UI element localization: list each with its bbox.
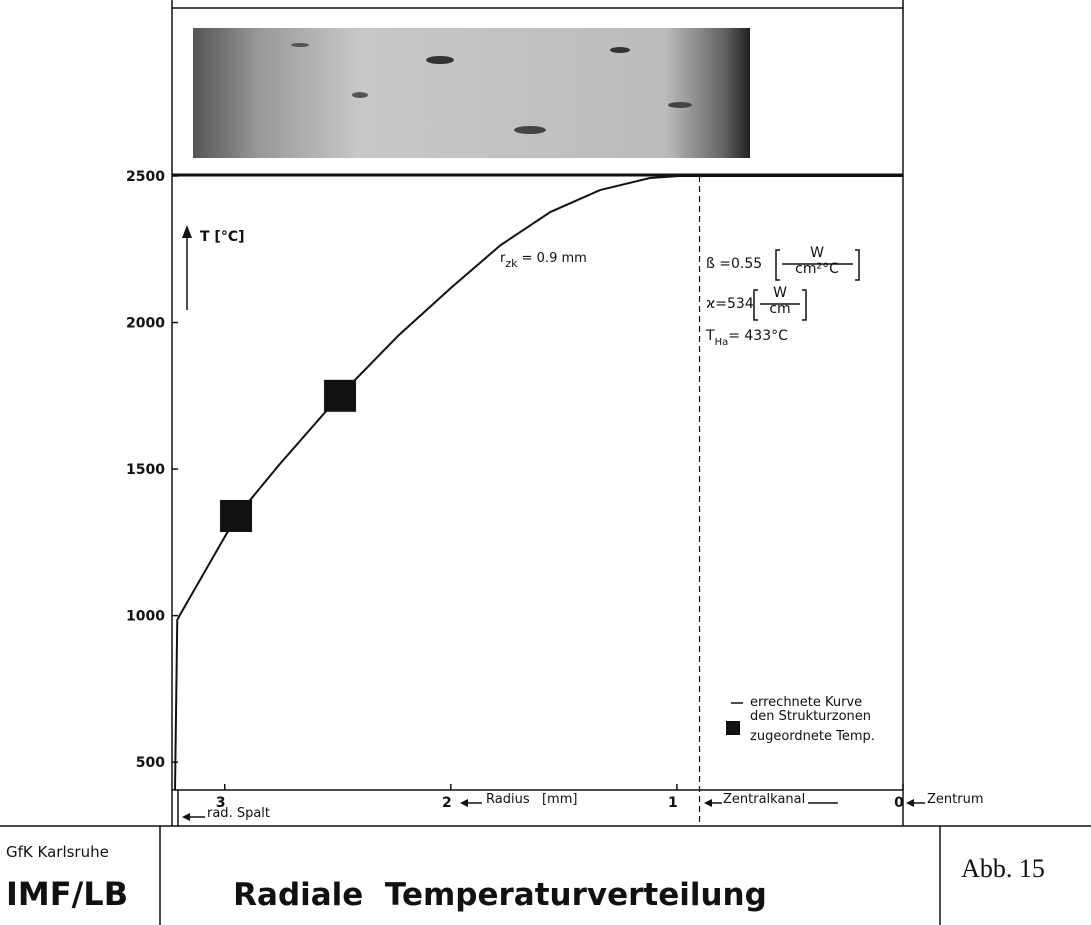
annotation: rzk = 0.9 mm <box>500 251 587 270</box>
y-tick-label: 2500 <box>126 169 165 185</box>
unit: W <box>810 245 824 261</box>
x-axis-notes: rad. Spalt Radius [mm] Zentralkanal Zent… <box>182 792 984 821</box>
x-tick-label: 3 <box>216 795 226 811</box>
chart: T [°C] rzk = 0.9 mm ß =0.55 W cm²°C ϰ=53… <box>0 0 1091 925</box>
y-tick-label: 1000 <box>126 609 165 625</box>
y-axis-label: T [°C] <box>182 225 245 310</box>
legend-entry: den Strukturzonen zugeordnete Temp. <box>750 707 905 751</box>
chart-title: Radiale Temperaturverteilung <box>233 877 767 913</box>
kappa: ϰ=534 <box>706 296 754 312</box>
legend-marker <box>726 721 740 735</box>
figure-label: Abb. 15 <box>961 854 1045 883</box>
unit: cm²°C <box>795 261 839 277</box>
title-block: GfK Karlsruhe IMF/LB Radiale Temperaturv… <box>6 843 1045 913</box>
marker <box>220 500 252 532</box>
y-tick-label: 1500 <box>126 462 165 478</box>
y-tick-label: 2000 <box>126 316 165 332</box>
channel-label: Zentralkanal <box>723 792 805 807</box>
institution: GfK Karlsruhe <box>6 843 109 861</box>
parameters: ß =0.55 W cm²°C ϰ=534 W cm THa= 433°C <box>705 245 859 348</box>
center-label: Zentrum <box>927 792 984 807</box>
y-tick-label: 500 <box>136 755 165 771</box>
y-label: T [°C] <box>200 229 245 245</box>
t-ha: THa= 433°C <box>705 328 788 348</box>
x-tick-label: 1 <box>668 795 678 811</box>
legend: errechnete Kurve den Strukturzonen zugeo… <box>726 693 910 751</box>
marker <box>324 380 356 412</box>
unit: W <box>773 285 787 301</box>
x-tick-label: 2 <box>442 795 452 811</box>
beta: ß =0.55 <box>706 256 762 272</box>
unit: cm <box>769 301 790 317</box>
micrograph <box>193 28 750 158</box>
x-label: Radius [mm] <box>486 792 577 807</box>
department: IMF/LB <box>6 875 128 913</box>
x-tick-label: 0 <box>894 795 904 811</box>
legend-label: den Strukturzonen zugeordnete Temp. <box>750 707 905 747</box>
